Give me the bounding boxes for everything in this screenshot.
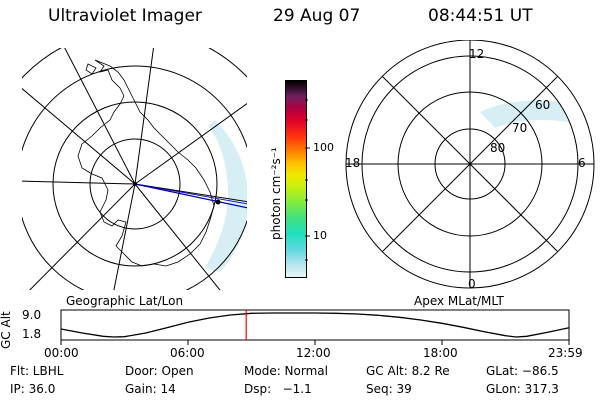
mlat-label-60: 60: [535, 98, 551, 112]
colorbar-tick-10: 10: [313, 229, 327, 242]
y-tick-label: 9.0: [22, 308, 42, 322]
satellite-track: [134, 183, 247, 209]
seq-field: Seq: 39: [366, 382, 412, 396]
x-tick-label: 06:00: [170, 346, 205, 360]
mlat-label-70: 70: [512, 121, 528, 135]
meridian: [134, 48, 154, 185]
meridian: [134, 183, 221, 290]
right-panel-caption: Apex MLat/MLT: [414, 294, 504, 308]
x-tick-label: 12:00: [296, 346, 331, 360]
y-tick-label: 1.8: [22, 327, 42, 341]
altitude-frame: [60, 309, 570, 341]
mlt-line-diag: [381, 75, 559, 253]
meridian: [134, 103, 247, 185]
filter-field: Flt: LBHL: [10, 364, 64, 378]
mode-field: Mode: Normal: [244, 364, 328, 378]
altitude-ylabel: GC Alt: [0, 311, 13, 349]
door-field: Door: Open: [125, 364, 194, 378]
mlat-label-80: 80: [490, 141, 506, 155]
colorbar-unit-label: photon cm⁻²s⁻¹: [269, 147, 283, 240]
glat-field: GLat: −86.5: [486, 364, 559, 378]
satellite-marker: [215, 199, 221, 205]
colorbar-ticks: [305, 99, 310, 261]
x-tick-label: 18:00: [423, 346, 458, 360]
instrument-title: Ultraviolet Imager: [48, 6, 202, 26]
altitude-series-line: [60, 312, 570, 338]
gc-alt-field: GC Alt: 8.2 Re: [366, 364, 450, 378]
meridian: [22, 180, 136, 185]
colorbar: [285, 80, 307, 278]
gain-field: Gain: 14: [125, 382, 176, 396]
mlt-label-6: 6: [578, 156, 586, 170]
coastline: [77, 59, 215, 267]
magnetic-polar-plot: [345, 40, 595, 289]
mlt-label-0: 0: [468, 277, 476, 291]
time-label: 08:44:51 UT: [428, 6, 533, 26]
geographic-polar-plot: [22, 48, 247, 290]
lat-circle-inner: [89, 138, 181, 230]
meridian: [134, 183, 247, 203]
meridian: [22, 87, 136, 185]
ip-field: IP: 36.0: [10, 382, 56, 396]
meridian: [113, 183, 136, 290]
meridian: [64, 48, 136, 185]
glon-field: GLon: 317.3: [486, 382, 559, 396]
colorbar-tick-100: 100: [313, 141, 334, 154]
altitude-plot: [60, 309, 570, 345]
x-tick-label: 23:59: [548, 346, 583, 360]
auroral-swath-right: [480, 100, 568, 128]
pole-marker: [133, 182, 137, 186]
meridian: [29, 183, 136, 290]
dsp-field: Dsp: −1.1: [244, 382, 312, 396]
lat-circle-outer: [22, 65, 247, 290]
mlt-label-12: 12: [469, 47, 485, 61]
x-tick-label: 00:00: [44, 346, 79, 360]
left-panel-caption: Geographic Lat/Lon: [66, 294, 184, 308]
date-label: 29 Aug 07: [273, 6, 361, 26]
mlt-label-18: 18: [345, 156, 361, 170]
auroral-swath-left: [205, 120, 247, 272]
